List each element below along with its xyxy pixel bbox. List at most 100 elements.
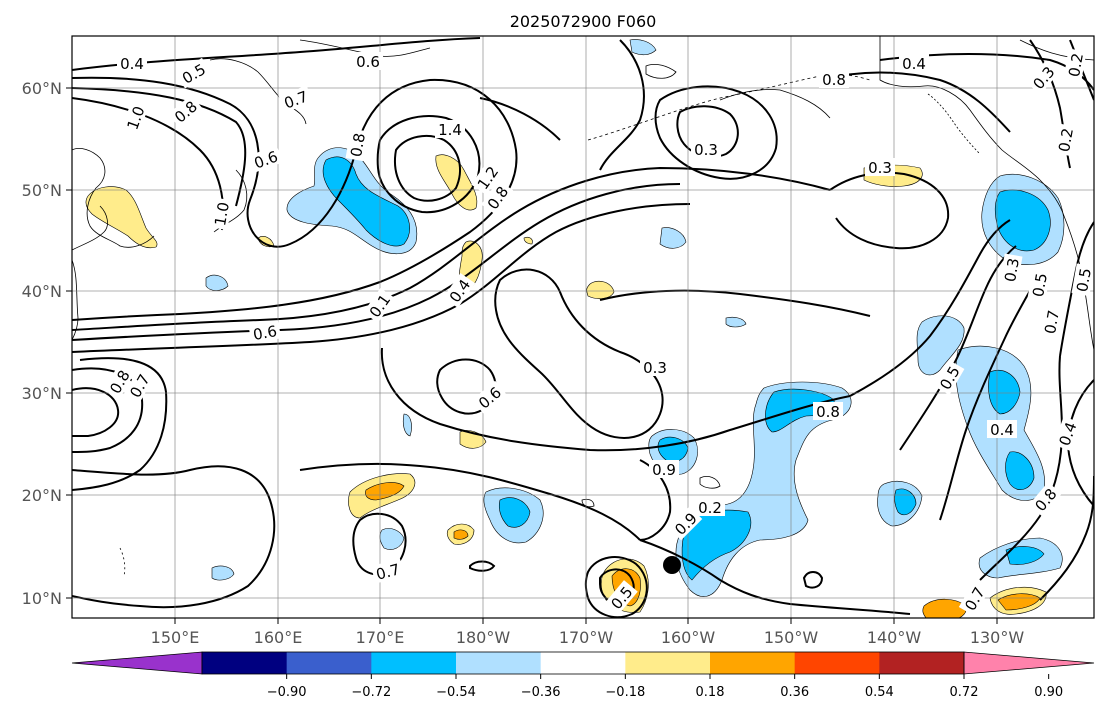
contour-label-bg bbox=[668, 506, 703, 541]
shade-light-blue bbox=[916, 315, 965, 376]
colorbar bbox=[71, 651, 1095, 675]
colorbar-tick-label: 0.54 bbox=[865, 685, 894, 700]
contour-label: 0.3 bbox=[691, 140, 721, 159]
colorbar-extend-max bbox=[963, 651, 1095, 675]
contour-label-bg bbox=[176, 57, 211, 89]
contour-label-bg bbox=[345, 128, 369, 162]
contour-label-text: 0.3 bbox=[643, 359, 667, 377]
colorbar-segment bbox=[371, 652, 457, 674]
lat-tick-label: 30°N bbox=[22, 384, 62, 403]
colorbar-segment bbox=[540, 652, 626, 674]
contour-label-bg bbox=[121, 100, 149, 135]
contour-label: 1.4 bbox=[435, 120, 465, 139]
contour-label: 0.8 bbox=[345, 128, 369, 162]
contour-label-bg bbox=[865, 158, 895, 176]
contour-label-bg bbox=[1063, 48, 1087, 82]
contour-label: 0.6 bbox=[353, 52, 383, 71]
coast-alaska-peninsula bbox=[719, 89, 831, 119]
contour-label-text: 0.8 bbox=[347, 132, 369, 159]
colorbar-tick-label: −0.54 bbox=[436, 685, 476, 700]
contour bbox=[979, 355, 1064, 581]
contour-label-text: 0.4 bbox=[120, 55, 144, 73]
contour-label-bg bbox=[1027, 268, 1051, 302]
colorbar-segment bbox=[625, 652, 711, 674]
contour-label: 0.3 bbox=[640, 358, 670, 377]
contour bbox=[939, 279, 1037, 521]
contour bbox=[72, 387, 120, 437]
colorbar-segment bbox=[879, 652, 965, 674]
contour-label: 0.7 bbox=[370, 558, 405, 584]
contour-label: 0.8 bbox=[813, 402, 843, 421]
contour-label: 0.3 bbox=[999, 253, 1023, 287]
lat-tick-label: 60°N bbox=[22, 79, 62, 98]
lon-tick-label: 170°E bbox=[356, 628, 405, 647]
shade-light-blue bbox=[659, 227, 687, 249]
coast-kyushu bbox=[72, 259, 79, 341]
contour bbox=[376, 115, 481, 214]
contour bbox=[72, 465, 276, 609]
colorbar-segment bbox=[710, 652, 796, 674]
shade-light-blue bbox=[211, 565, 235, 581]
contour bbox=[380, 347, 851, 452]
shade-light-blue bbox=[725, 316, 747, 328]
contour-label-bg bbox=[209, 197, 233, 231]
location-marker bbox=[663, 556, 681, 574]
contour-label-text: 0.4 bbox=[990, 421, 1014, 439]
contour-label-text: 0.3 bbox=[694, 141, 718, 159]
shaded-fields bbox=[85, 39, 1065, 618]
contour-label-bg bbox=[819, 70, 849, 88]
contour bbox=[394, 134, 461, 202]
contour-lines bbox=[72, 37, 1094, 618]
contour-label-bg bbox=[640, 358, 670, 376]
contour bbox=[676, 105, 739, 158]
colorbar-segment bbox=[286, 652, 372, 674]
lon-tick-label: 150°W bbox=[764, 628, 819, 647]
coast-island bbox=[645, 64, 677, 79]
colorbar-tick-label: 0.90 bbox=[1034, 685, 1063, 700]
contour bbox=[72, 357, 168, 491]
contour bbox=[639, 539, 911, 615]
contour-label-bg bbox=[481, 179, 514, 215]
contour-label-bg bbox=[899, 54, 929, 72]
coast-hawaii bbox=[581, 498, 595, 508]
contour-label-bg bbox=[248, 145, 283, 173]
contour-label: 0.4 bbox=[987, 420, 1017, 439]
contour-label: 0.2 bbox=[1053, 123, 1077, 157]
contour-label-text: 0.3 bbox=[1001, 257, 1023, 284]
contour bbox=[72, 203, 691, 353]
colorbar-tick-label: −0.36 bbox=[521, 685, 561, 700]
coast-marianas bbox=[119, 547, 126, 577]
map-content: 0.4 0.5 0.60.70.81.00.60.81.41.20.81.00.10… bbox=[72, 36, 1094, 618]
figure-title: 2025072900 F060 bbox=[510, 12, 657, 31]
contour-label-bg bbox=[248, 320, 282, 344]
contour bbox=[299, 462, 641, 541]
contour-label-text: 0.8 bbox=[822, 71, 846, 89]
contour bbox=[494, 268, 664, 439]
contour-label-bg bbox=[363, 287, 396, 323]
lon-tick-label: 160°E bbox=[254, 628, 303, 647]
coast-hawaii bbox=[699, 476, 721, 489]
contour-label-text: 0.3 bbox=[868, 159, 892, 177]
shade-blue bbox=[894, 488, 917, 516]
contour-label-bg bbox=[987, 420, 1017, 438]
contour-label: 0.9 bbox=[649, 460, 679, 479]
coast-kamchatka bbox=[209, 58, 307, 125]
contour-label-text: 0.2 bbox=[1055, 127, 1077, 154]
contour bbox=[819, 71, 1011, 133]
contour-label: 0.2 bbox=[695, 498, 725, 517]
shade-yellow bbox=[523, 236, 533, 245]
shade-blue bbox=[994, 189, 1051, 252]
shade-blue bbox=[322, 156, 410, 247]
contour-label: 0.8 bbox=[168, 94, 203, 128]
contour-label: 0.6 bbox=[248, 320, 282, 344]
contour-label: 0.8 bbox=[819, 70, 849, 89]
shade-orange bbox=[922, 598, 967, 618]
contour-label-text: 0.6 bbox=[356, 53, 380, 71]
contour bbox=[72, 87, 247, 207]
contour-label-bg bbox=[1053, 416, 1081, 451]
shade-blue bbox=[765, 388, 835, 433]
colorbar-tick-label: −0.90 bbox=[267, 685, 307, 700]
contour-label-text: 0.4 bbox=[902, 55, 926, 73]
contour-label-text: 0.8 bbox=[816, 403, 840, 421]
